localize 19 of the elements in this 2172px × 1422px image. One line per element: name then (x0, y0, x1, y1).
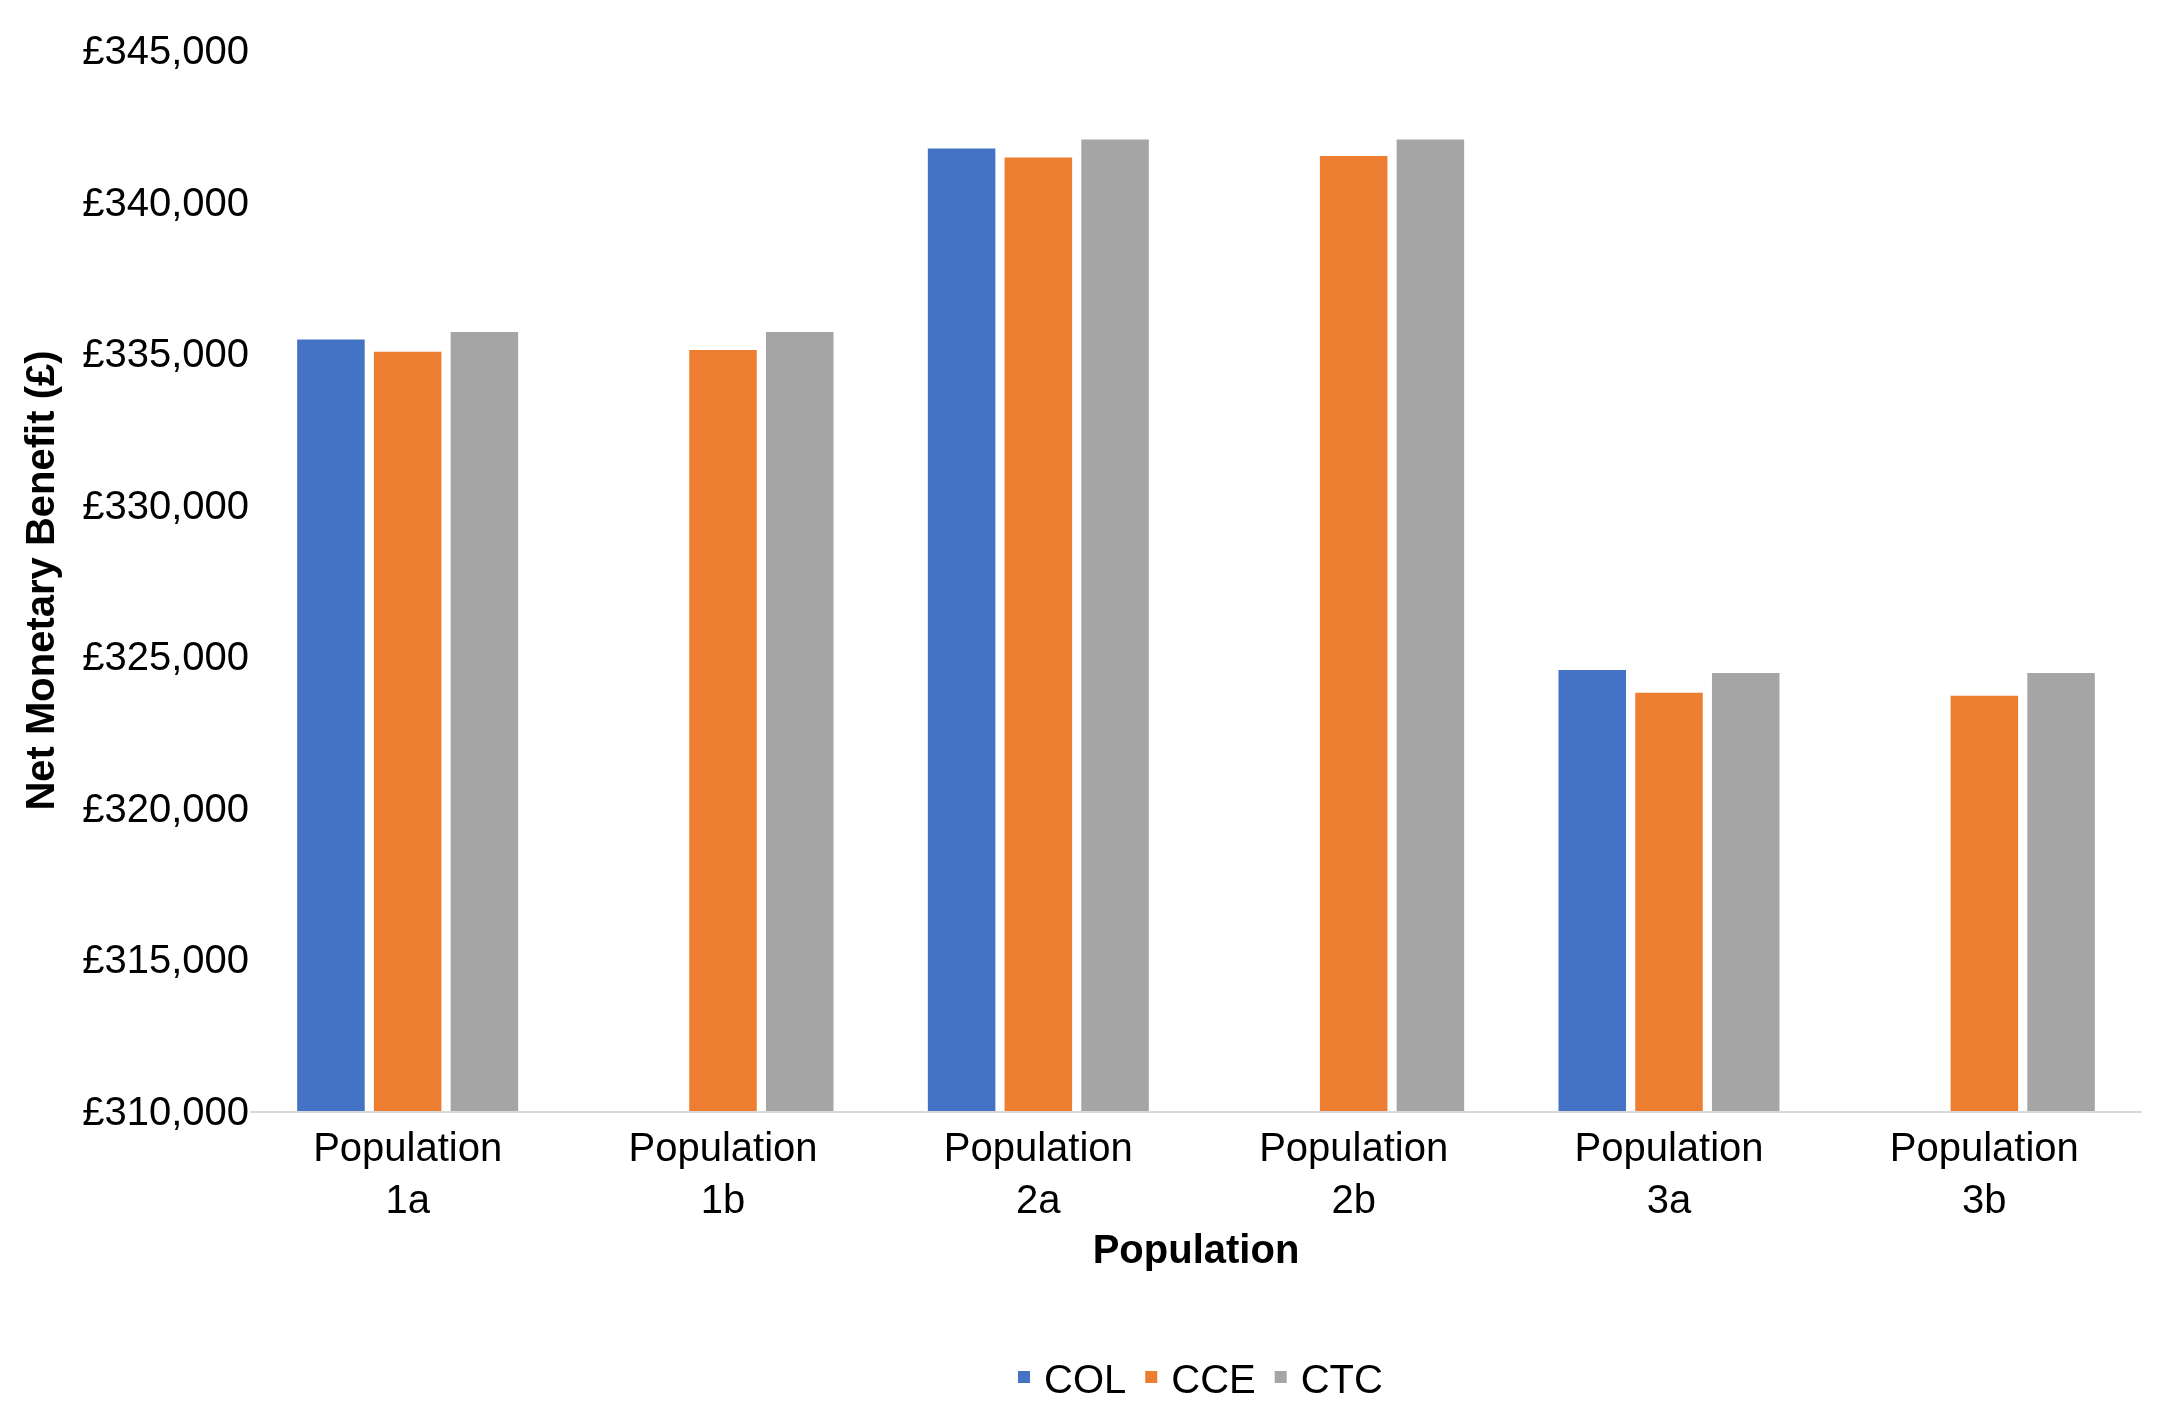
y-axis-title: Net Monetary Benefit (£) (17, 350, 62, 811)
y-tick-label: £310,000 (82, 1089, 249, 1133)
y-tick-label: £315,000 (82, 937, 249, 982)
legend-label: COL (1044, 1356, 1127, 1401)
y-tick-label: £335,000 (82, 331, 249, 376)
x-tick-label: Population 2b (1259, 1125, 1449, 1221)
legend-label: CTC (1300, 1356, 1383, 1401)
x-tick-label: Population 3a (1574, 1125, 1764, 1221)
y-tick-label: £340,000 (82, 179, 249, 224)
y-tick-label: £345,000 (82, 28, 249, 72)
y-tick-label: £330,000 (82, 482, 249, 527)
x-tick-label: Population 1a (313, 1125, 503, 1221)
x-tick-label: Population 3b (1889, 1125, 2079, 1221)
y-tick-label: £320,000 (82, 785, 249, 830)
x-axis-title: Population (1092, 1227, 1300, 1271)
y-tick-label: £325,000 (82, 634, 249, 679)
legend-label: CCE (1171, 1356, 1256, 1401)
x-tick-label: Population 1b (628, 1125, 818, 1221)
x-tick-label: Population 2a (943, 1125, 1133, 1221)
